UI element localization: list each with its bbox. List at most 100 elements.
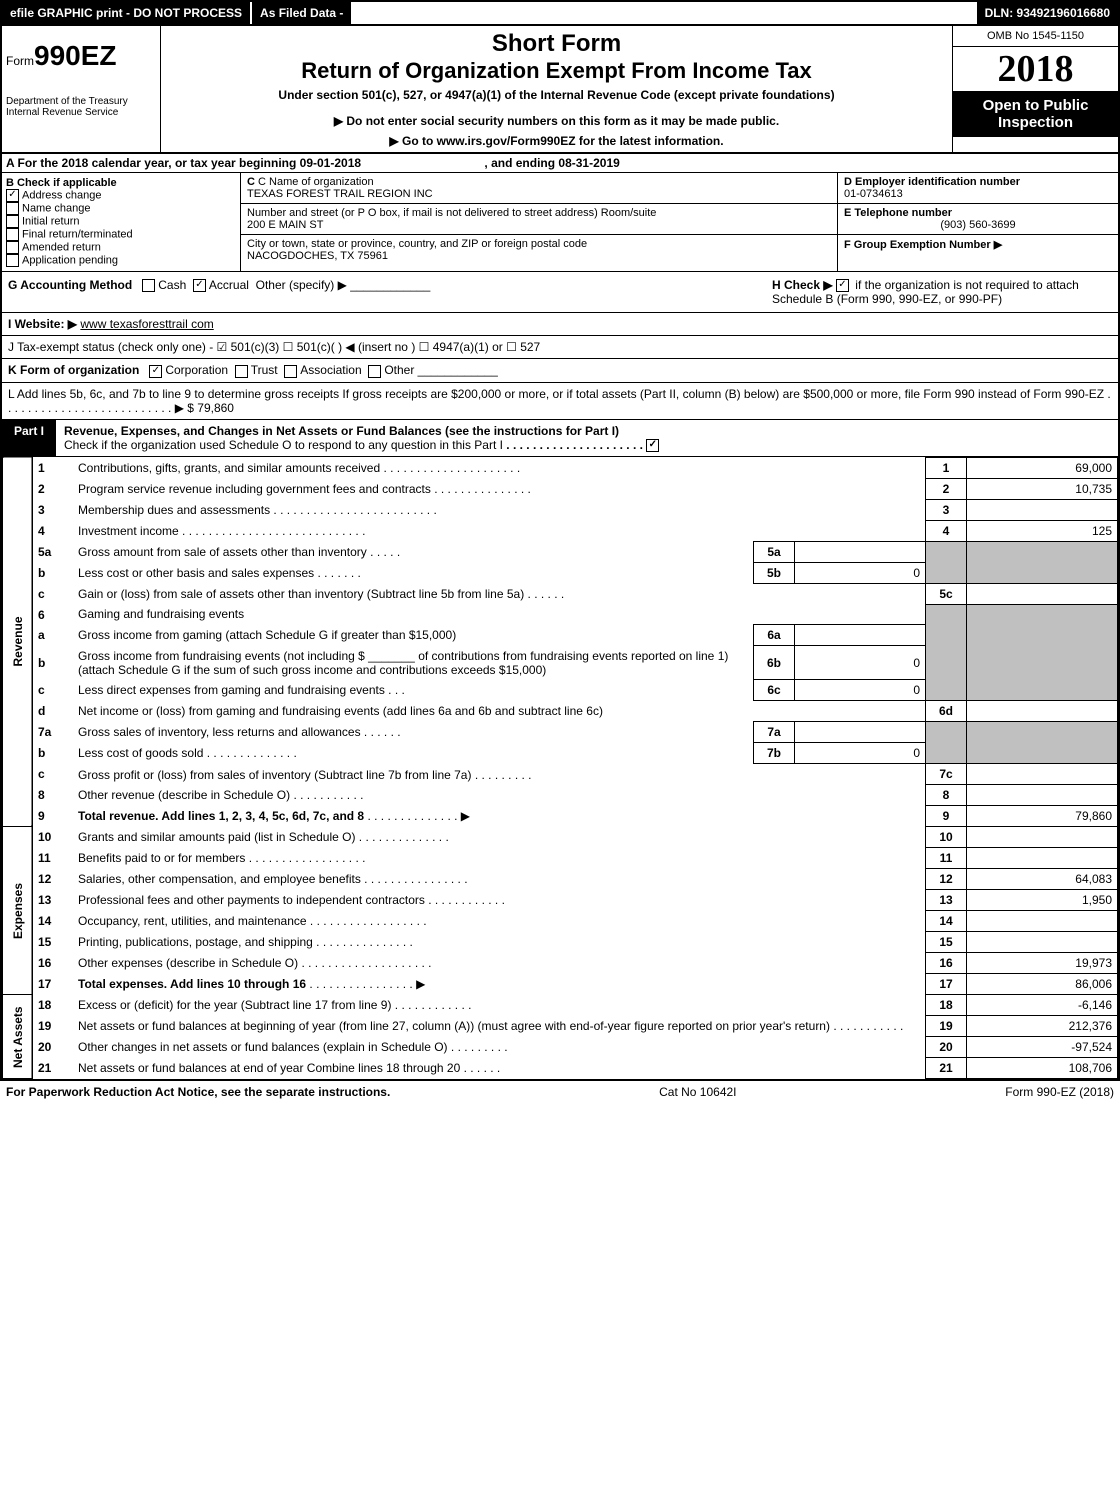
checkbox-name-change[interactable] — [6, 202, 19, 215]
part1-header: Part I Revenue, Expenses, and Changes in… — [2, 420, 1118, 457]
asfiled-label: As Filed Data - — [250, 2, 351, 24]
other-k-label: Other — [384, 363, 414, 377]
city: NACOGDOCHES, TX 75961 — [247, 250, 831, 262]
cash-label: Cash — [158, 278, 186, 292]
line-8: 8 Other revenue (describe in Schedule O)… — [3, 785, 1118, 806]
addr-change-label: Address change — [22, 189, 102, 201]
checkbox-amended[interactable] — [6, 241, 19, 254]
line-15: 15 Printing, publications, postage, and … — [3, 932, 1118, 953]
checkbox-h[interactable]: ✓ — [836, 279, 849, 292]
short-form-title: Short Form — [165, 30, 948, 58]
line-4: 4 Investment income . . . . . . . . . . … — [3, 520, 1118, 541]
checkbox-other-k[interactable] — [368, 365, 381, 378]
footer-center: Cat No 10642I — [659, 1085, 736, 1099]
form-number: 990EZ — [34, 40, 117, 71]
tax-exempt-text: J Tax-exempt status (check only one) - ☑… — [8, 340, 540, 354]
line-10: Expenses 10 Grants and similar amounts p… — [3, 827, 1118, 848]
group-label: F Group Exemption Number ▶ — [844, 239, 1002, 251]
line-11: 11 Benefits paid to or for members . . .… — [3, 848, 1118, 869]
section-j: J Tax-exempt status (check only one) - ☑… — [2, 336, 1118, 359]
efile-label: efile GRAPHIC print - DO NOT PROCESS — [2, 2, 250, 24]
checkbox-cash[interactable] — [142, 279, 155, 292]
section-k-label: K Form of organization — [8, 363, 139, 377]
line-7c: c Gross profit or (loss) from sales of i… — [3, 764, 1118, 785]
checkbox-accrual[interactable]: ✓ — [193, 279, 206, 292]
footer-right: Form 990-EZ (2018) — [1005, 1085, 1114, 1099]
side-revenue: Revenue — [3, 457, 33, 827]
org-name-label: C C Name of organization — [247, 176, 831, 188]
checkbox-initial[interactable] — [6, 215, 19, 228]
line-1: Revenue 1 Contributions, gifts, grants, … — [3, 457, 1118, 478]
line-18: Net Assets 18 Excess or (deficit) for th… — [3, 995, 1118, 1016]
info-grid: B Check if applicable ✓Address change Na… — [2, 173, 1118, 272]
section-i: I Website: ▶ www texasforesttrail com — [2, 313, 1118, 336]
section-k: K Form of organization ✓Corporation Trus… — [2, 359, 1118, 382]
addr: 200 E MAIN ST — [247, 219, 831, 231]
line-21: 21 Net assets or fund balances at end of… — [3, 1058, 1118, 1079]
top-bar: efile GRAPHIC print - DO NOT PROCESS As … — [2, 2, 1118, 26]
line-6d: d Net income or (loss) from gaming and f… — [3, 701, 1118, 722]
part1-check-text: Check if the organization used Schedule … — [64, 438, 503, 452]
trust-label: Trust — [251, 363, 278, 377]
ein-label: D Employer identification number — [844, 176, 1020, 188]
section-a: A For the 2018 calendar year, or tax yea… — [2, 154, 1118, 173]
warning-url: ▶ Go to www.irs.gov/Form990EZ for the la… — [165, 134, 948, 148]
omb-number: OMB No 1545-1150 — [953, 26, 1118, 47]
section-l: L Add lines 5b, 6c, and 7b to line 9 to … — [2, 383, 1118, 420]
header-center: Short Form Return of Organization Exempt… — [161, 26, 952, 152]
side-netassets: Net Assets — [3, 995, 33, 1079]
footer-left: For Paperwork Reduction Act Notice, see … — [6, 1085, 390, 1099]
checkbox-schedule-o[interactable]: ✓ — [646, 439, 659, 452]
line-5a: 5a Gross amount from sale of assets othe… — [3, 541, 1118, 562]
dept-label: Department of the Treasury — [6, 96, 156, 107]
section-a-text: A For the 2018 calendar year, or tax yea… — [6, 156, 361, 170]
warning-ssn: ▶ Do not enter social security numbers o… — [165, 114, 948, 128]
line-19: 19 Net assets or fund balances at beginn… — [3, 1016, 1118, 1037]
pending-label: Application pending — [22, 254, 118, 266]
checkbox-addr-change[interactable]: ✓ — [6, 189, 19, 202]
form-prefix: Form — [6, 54, 34, 68]
checkbox-pending[interactable] — [6, 254, 19, 267]
phone-label: E Telephone number — [844, 207, 952, 219]
line-3: 3 Membership dues and assessments . . . … — [3, 499, 1118, 520]
section-c: C C Name of organization TEXAS FOREST TR… — [241, 173, 837, 271]
line-13: 13 Professional fees and other payments … — [3, 890, 1118, 911]
final-label: Final return/terminated — [22, 228, 133, 240]
other-label: Other (specify) ▶ — [256, 278, 347, 292]
section-a-end: , and ending 08-31-2019 — [484, 156, 619, 170]
website-value: www texasforesttrail com — [80, 317, 213, 331]
header-right: OMB No 1545-1150 2018 Open to Public Ins… — [952, 26, 1118, 152]
line-5c: c Gain or (loss) from sale of assets oth… — [3, 583, 1118, 604]
checkbox-trust[interactable] — [235, 365, 248, 378]
assoc-label: Association — [300, 363, 361, 377]
tax-year: 2018 — [953, 47, 1118, 91]
header-left: Form990EZ Department of the Treasury Int… — [2, 26, 161, 152]
line-6: 6 Gaming and fundraising events — [3, 604, 1118, 625]
checkbox-corp[interactable]: ✓ — [149, 365, 162, 378]
city-label: City or town, state or province, country… — [247, 238, 831, 250]
amended-label: Amended return — [22, 241, 101, 253]
line-2: 2 Program service revenue including gove… — [3, 478, 1118, 499]
subtitle: Under section 501(c), 527, or 4947(a)(1)… — [165, 88, 948, 102]
section-l-amount: ▶ $ 79,860 — [175, 401, 234, 415]
dln-label: DLN: 93492196016680 — [977, 2, 1118, 24]
line-14: 14 Occupancy, rent, utilities, and maint… — [3, 911, 1118, 932]
part1-label: Part I — [2, 420, 56, 456]
open-inspection: Open to Public Inspection — [953, 91, 1118, 137]
ein: 01-0734613 — [844, 188, 903, 200]
main-title: Return of Organization Exempt From Incom… — [165, 58, 948, 84]
part1-table: Revenue 1 Contributions, gifts, grants, … — [2, 457, 1118, 1080]
corp-label: Corporation — [165, 363, 228, 377]
line-12: 12 Salaries, other compensation, and emp… — [3, 869, 1118, 890]
part1-title: Revenue, Expenses, and Changes in Net As… — [56, 420, 670, 456]
irs-label: Internal Revenue Service — [6, 107, 156, 118]
line-7a: 7a Gross sales of inventory, less return… — [3, 722, 1118, 743]
checkbox-final[interactable] — [6, 228, 19, 241]
accrual-label: Accrual — [209, 278, 249, 292]
checkbox-assoc[interactable] — [284, 365, 297, 378]
section-g-label: G Accounting Method — [8, 278, 132, 292]
phone: (903) 560-3699 — [844, 219, 1112, 231]
line-16: 16 Other expenses (describe in Schedule … — [3, 953, 1118, 974]
initial-label: Initial return — [22, 215, 79, 227]
header-row: Form990EZ Department of the Treasury Int… — [2, 26, 1118, 154]
